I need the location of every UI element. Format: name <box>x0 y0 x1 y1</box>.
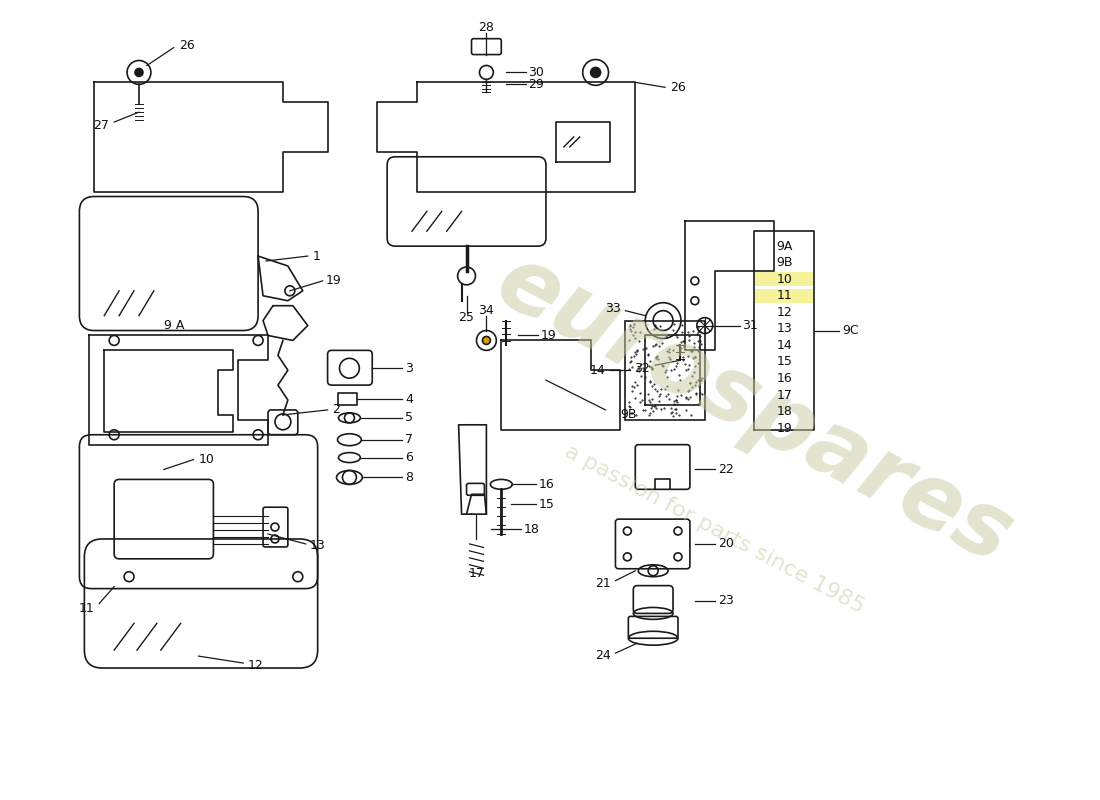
Text: 22: 22 <box>717 463 734 476</box>
Text: 34: 34 <box>478 304 494 317</box>
Text: 25: 25 <box>459 311 474 324</box>
Text: 20: 20 <box>717 538 734 550</box>
Text: 29: 29 <box>528 78 543 91</box>
Text: 19: 19 <box>541 329 557 342</box>
Circle shape <box>591 67 601 78</box>
Text: 26: 26 <box>670 81 685 94</box>
Text: 11: 11 <box>78 602 95 615</box>
Bar <box>756 272 813 286</box>
Text: eurospares: eurospares <box>482 237 1027 582</box>
Text: 17: 17 <box>777 389 792 402</box>
Text: 31: 31 <box>742 319 758 332</box>
Text: 12: 12 <box>777 306 792 319</box>
Text: 30: 30 <box>528 66 544 79</box>
Text: 9 A: 9 A <box>164 319 184 332</box>
Bar <box>756 289 813 302</box>
Text: 23: 23 <box>717 594 734 607</box>
Text: 24: 24 <box>595 649 610 662</box>
Text: 7: 7 <box>405 434 412 446</box>
Text: 28: 28 <box>478 22 494 34</box>
Text: 4: 4 <box>405 393 412 406</box>
Text: 8: 8 <box>405 471 412 484</box>
Text: 17: 17 <box>469 567 484 580</box>
Text: 6: 6 <box>405 451 412 464</box>
Text: 18: 18 <box>777 405 792 418</box>
Text: 9B: 9B <box>620 408 637 422</box>
Text: 27: 27 <box>94 118 109 131</box>
Text: 1: 1 <box>312 250 320 262</box>
Text: 5: 5 <box>405 411 412 424</box>
Text: 32: 32 <box>635 362 650 374</box>
Text: 14: 14 <box>777 339 792 352</box>
Text: 12: 12 <box>249 658 264 671</box>
Bar <box>626 321 705 420</box>
Text: 15: 15 <box>777 355 792 369</box>
Text: 33: 33 <box>605 302 620 315</box>
Text: 19: 19 <box>326 274 341 287</box>
Text: a passion for parts since 1985: a passion for parts since 1985 <box>561 441 868 617</box>
Text: 11: 11 <box>777 290 792 302</box>
Text: 9B: 9B <box>776 256 792 269</box>
Text: 9C: 9C <box>842 324 858 337</box>
Text: 16: 16 <box>777 372 792 385</box>
Text: 16: 16 <box>539 478 554 491</box>
Text: 18: 18 <box>524 522 540 535</box>
Text: 14: 14 <box>590 364 605 377</box>
Text: 2: 2 <box>332 403 340 417</box>
Circle shape <box>483 337 491 345</box>
Text: 3: 3 <box>405 362 412 374</box>
Text: 10: 10 <box>777 273 792 286</box>
Text: 9A: 9A <box>776 240 792 253</box>
Text: 21: 21 <box>595 577 610 590</box>
Text: 19: 19 <box>777 422 792 434</box>
Text: 13: 13 <box>310 539 326 553</box>
Text: 13: 13 <box>777 322 792 335</box>
Circle shape <box>135 69 143 76</box>
Text: 26: 26 <box>178 39 195 52</box>
Text: 10: 10 <box>198 453 214 466</box>
Text: 15: 15 <box>539 498 554 510</box>
